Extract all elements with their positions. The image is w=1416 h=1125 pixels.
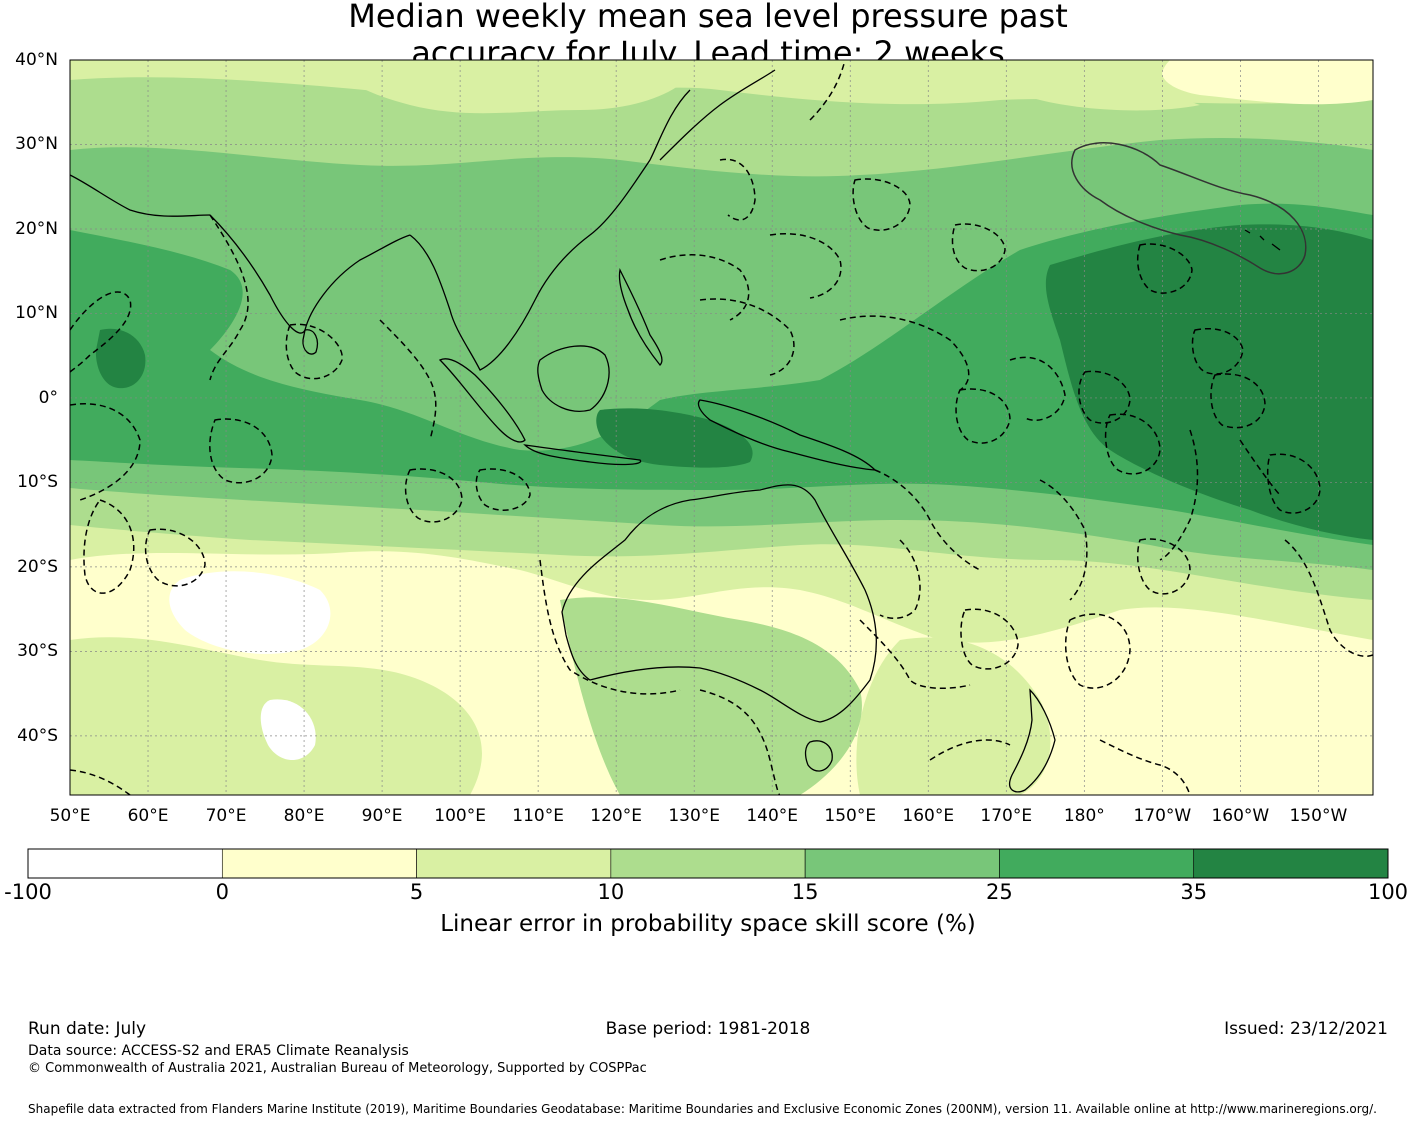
colorbar-segment [27, 848, 223, 879]
map-plot-area [70, 60, 1373, 795]
longitude-label: 170°E [980, 806, 1033, 826]
coastlines [70, 69, 1281, 793]
longitude-label: 110°E [512, 806, 564, 826]
longitude-label: 150°E [824, 806, 877, 826]
colorbar-tick: 10 [597, 880, 625, 904]
longitude-label: 60°E [127, 806, 169, 826]
japan-coastline [659, 69, 776, 161]
tasman-light-green [856, 637, 1051, 795]
longitude-label: 160°W [1211, 806, 1270, 826]
colorbar-tick: 15 [791, 880, 819, 904]
latitude-label: 10°S [17, 472, 58, 493]
southeast-asia-coastline [409, 89, 691, 371]
sri-lanka-coastline [302, 329, 319, 355]
indian-ocean-negative-skill-2 [260, 699, 316, 760]
colorbar-label: Linear error in probability space skill … [440, 911, 976, 937]
shapefile-credit: Shapefile data extracted from Flanders M… [28, 1102, 1377, 1116]
map-title: Median weekly mean sea level pressure pa… [0, 0, 1416, 72]
new-guinea-coastline [697, 399, 877, 471]
colorbar-tick: -100 [4, 880, 52, 904]
pacific-highest-skill [1045, 224, 1373, 540]
arabia-coastline [70, 174, 211, 217]
colorbar-segment [416, 848, 612, 879]
new-zealand-coastline [1009, 688, 1056, 793]
asia-light-green [330, 60, 700, 114]
colorbar-segment [1193, 848, 1389, 879]
longitude-label: 80°E [283, 806, 325, 826]
latitude-label: 30°N [15, 134, 58, 155]
longitude-label: 70°E [205, 806, 247, 826]
indian-ocean-negative-skill [169, 571, 331, 654]
maritime-boundaries [70, 60, 1373, 795]
latitude-label: 10°N [15, 303, 58, 324]
colorbar-segment [804, 848, 1000, 879]
australia-mid-green [560, 597, 862, 795]
sumatra-coastline [438, 358, 526, 443]
longitude-label: 170°W [1133, 806, 1192, 826]
run-date: Run date: July [28, 1019, 147, 1039]
longitude-label: 50°E [49, 806, 91, 826]
graticule [70, 60, 1373, 795]
longitude-label: 100°E [434, 806, 486, 826]
colorbar-segment [610, 848, 806, 879]
skill-score-map [69, 59, 1374, 796]
latitude-label: 30°S [17, 641, 58, 662]
philippines-coastline [618, 268, 663, 366]
map-frame [69, 59, 1374, 796]
data-source: Data source: ACCESS-S2 and ERA5 Climate … [28, 1043, 409, 1059]
latitude-label: 20°N [15, 218, 58, 239]
arabian-sea-highest-skill [95, 328, 146, 389]
latitude-label: 40°S [17, 725, 58, 746]
java-coastline [523, 444, 642, 466]
north-pacific-light-green [992, 60, 1200, 111]
colorbar-segment [221, 848, 417, 879]
latitude-label: 20°S [17, 556, 58, 577]
maritime-continent-highest-skill [596, 408, 753, 468]
tasmania-coastline [804, 740, 833, 772]
australia-coastline [561, 484, 877, 723]
latitude-label: 40°N [15, 50, 58, 70]
hawaii-coastline [1244, 229, 1281, 251]
colorbar-segment [999, 848, 1195, 879]
map-title-line-1: Median weekly mean sea level pressure pa… [348, 0, 1068, 35]
issued-date: Issued: 23/12/2021 [1224, 1019, 1388, 1039]
longitude-label: 180° [1063, 806, 1105, 826]
colorbar-frame [27, 848, 1389, 879]
borneo-coastline [537, 345, 610, 412]
longitude-label: 160°E [902, 806, 955, 826]
colorbar-tick: 5 [409, 880, 424, 904]
colorbar-tick: 35 [1180, 880, 1208, 904]
longitude-label: 140°E [746, 806, 799, 826]
latitude-label: 0° [38, 387, 58, 408]
hawaii-boundary [1071, 142, 1307, 275]
longitude-label: 90°E [361, 806, 403, 826]
copyright: © Commonwealth of Australia 2021, Austra… [28, 1061, 647, 1076]
colorbar-tick: 25 [986, 880, 1013, 904]
longitude-label: 130°E [668, 806, 721, 826]
colorbar-tick: 100 [1367, 880, 1409, 904]
colorbar-segments [27, 848, 1389, 879]
longitude-label: 120°E [590, 806, 643, 826]
colorbar [27, 848, 1389, 879]
base-period: Base period: 1981-2018 [605, 1019, 811, 1039]
north-pacific-low-skill [1161, 60, 1373, 105]
colorbar-tick: 0 [215, 880, 229, 904]
longitude-label: 150°W [1289, 806, 1348, 826]
